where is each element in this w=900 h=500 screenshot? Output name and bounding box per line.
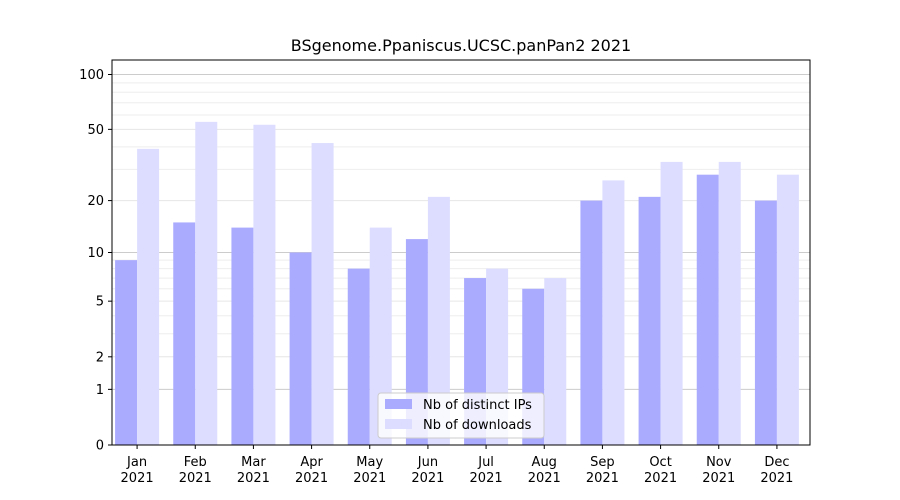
legend-box bbox=[377, 392, 545, 439]
chart-title: BSgenome.Ppaniscus.UCSC.panPan2 2021 bbox=[291, 36, 631, 55]
bar-distinct-ips bbox=[231, 227, 254, 445]
bar-downloads bbox=[776, 174, 799, 446]
x-tick-label: Jun bbox=[417, 455, 438, 470]
x-tick-label: 2021 bbox=[528, 471, 561, 486]
bar-distinct-ips bbox=[347, 268, 370, 445]
grid-lines bbox=[112, 74, 810, 390]
x-tick-label: 2021 bbox=[237, 471, 270, 486]
legend-label: Nb of downloads bbox=[423, 418, 532, 433]
bar-distinct-ips bbox=[638, 196, 661, 445]
bar-downloads bbox=[311, 143, 334, 446]
bars bbox=[115, 121, 799, 446]
x-tick-label: 2021 bbox=[121, 471, 154, 486]
bar-downloads bbox=[427, 196, 450, 445]
bar-downloads bbox=[602, 180, 625, 446]
bar-distinct-ips bbox=[289, 252, 312, 445]
y-tick-label: 10 bbox=[87, 246, 104, 261]
x-tick-label: 2021 bbox=[470, 471, 503, 486]
legend-swatch bbox=[385, 419, 412, 429]
x-tick-label: Oct bbox=[649, 455, 671, 470]
y-tick-label: 2 bbox=[96, 350, 104, 365]
x-tick-label: Aug bbox=[532, 455, 557, 470]
bar-distinct-ips bbox=[754, 200, 777, 445]
x-tick-label: 2021 bbox=[702, 471, 735, 486]
bar-downloads bbox=[369, 227, 392, 445]
bar-distinct-ips bbox=[580, 200, 603, 445]
axes: Jan2021Feb2021Mar2021Apr2021May2021Jun20… bbox=[79, 59, 811, 486]
y-tick-label: 0 bbox=[96, 439, 104, 454]
x-tick-label: Nov bbox=[706, 455, 732, 470]
x-tick-label: 2021 bbox=[353, 471, 386, 486]
bar-downloads bbox=[718, 161, 741, 445]
y-tick-label: 50 bbox=[87, 123, 104, 138]
bar-downloads bbox=[253, 124, 276, 445]
bar-downloads bbox=[544, 278, 567, 445]
x-tick-label: May bbox=[356, 455, 383, 470]
y-tick-label: 20 bbox=[87, 194, 104, 209]
x-tick-label: Jul bbox=[477, 455, 494, 470]
bar-downloads bbox=[137, 148, 160, 445]
x-tick-label: 2021 bbox=[411, 471, 444, 486]
x-tick-label: 2021 bbox=[295, 471, 328, 486]
bar-downloads bbox=[660, 161, 683, 445]
legend-label: Nb of distinct IPs bbox=[423, 398, 532, 413]
x-tick-label: 2021 bbox=[586, 471, 619, 486]
y-tick-label: 5 bbox=[96, 295, 104, 310]
bar-distinct-ips bbox=[115, 260, 138, 445]
x-tick-label: Feb bbox=[184, 455, 207, 470]
x-tick-label: Dec bbox=[764, 455, 789, 470]
x-tick-label: 2021 bbox=[760, 471, 793, 486]
bar-distinct-ips bbox=[696, 174, 719, 446]
x-tick-label: Sep bbox=[590, 455, 615, 470]
bar-downloads bbox=[195, 121, 218, 445]
x-tick-label: 2021 bbox=[644, 471, 677, 486]
y-tick-label: 100 bbox=[79, 68, 104, 83]
plot-frame bbox=[111, 59, 811, 446]
legend-swatch bbox=[385, 399, 412, 409]
legend: Nb of distinct IPs Nb of downloads bbox=[377, 392, 545, 439]
x-tick-label: Mar bbox=[241, 455, 266, 470]
bar-distinct-ips bbox=[173, 222, 196, 445]
y-tick-label: 1 bbox=[96, 383, 104, 398]
x-tick-label: Jan bbox=[126, 455, 147, 470]
x-tick-label: Apr bbox=[300, 455, 323, 470]
x-tick-label: 2021 bbox=[179, 471, 212, 486]
